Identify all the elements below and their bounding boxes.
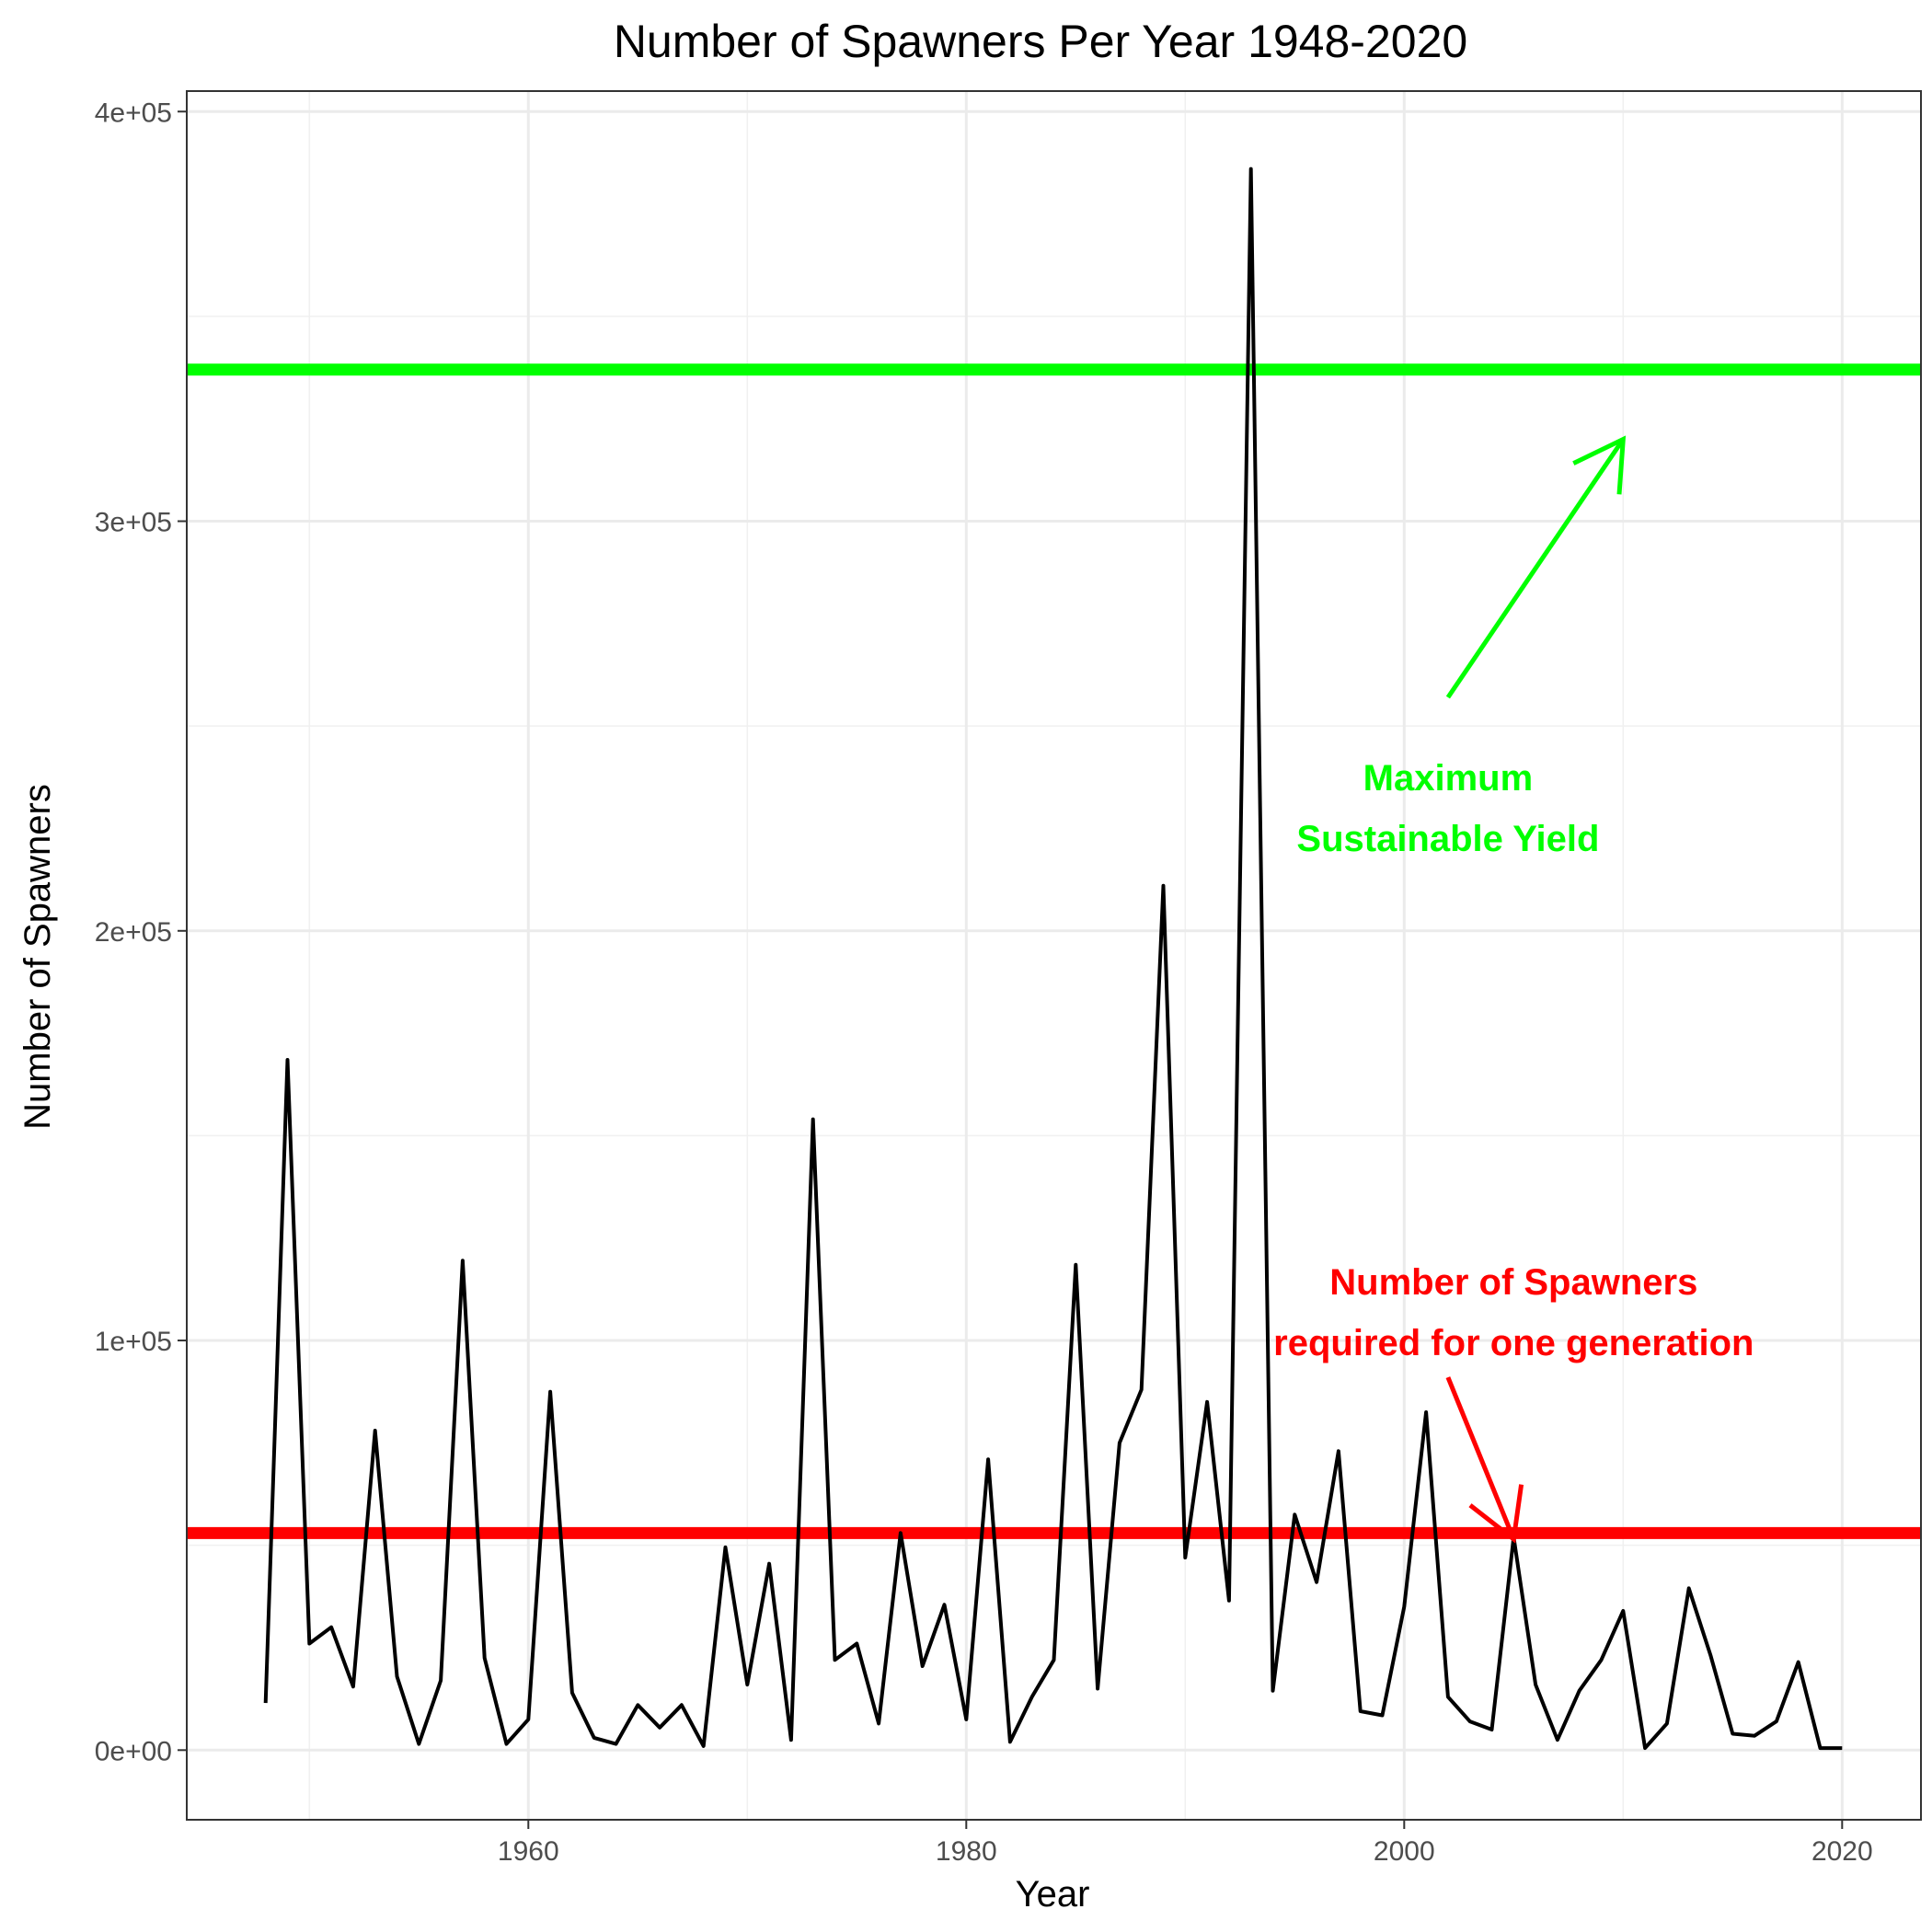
x-tick-label: 1980 — [936, 1836, 997, 1867]
annotation-text: Number of Spawners — [1329, 1262, 1697, 1303]
plot-panel-border — [186, 90, 1922, 1821]
y-axis-title: Number of Spawners — [17, 784, 58, 1130]
y-tick-label: 4e+05 — [95, 98, 172, 128]
x-tick-label: 1960 — [498, 1836, 559, 1867]
x-tick-label: 2020 — [1811, 1836, 1873, 1867]
annotation-arrowhead — [1572, 435, 1627, 495]
x-axis-title: Year — [1016, 1874, 1090, 1915]
axis-ticks: 1960 1980 2000 2020 0e+00 1e+05 2e+05 3e+05 4e+0… — [95, 98, 1873, 1867]
annotation-text: Sustainable Yield — [1296, 819, 1599, 859]
annotation-arrow — [1445, 438, 1626, 699]
annotation-text: required for one generation — [1273, 1323, 1754, 1363]
series-line — [263, 167, 1843, 1751]
annotation-arrow — [1445, 1376, 1516, 1540]
series-group — [263, 167, 1843, 1751]
y-tick-label: 2e+05 — [95, 917, 172, 948]
y-tick-label: 3e+05 — [95, 508, 172, 538]
x-tick-label: 2000 — [1374, 1836, 1435, 1867]
annotations: Maximum Sustainable Yield Number of Spawne… — [1273, 435, 1754, 1544]
annotation-arrowhead — [1468, 1484, 1524, 1544]
chart-title: Number of Spawners Per Year 1948-2020 — [614, 16, 1467, 67]
reference-lines — [187, 363, 1921, 1539]
y-tick-label: 1e+05 — [95, 1327, 172, 1357]
y-tick-label: 0e+00 — [95, 1736, 172, 1766]
annotation-text: Maximum — [1363, 758, 1534, 799]
